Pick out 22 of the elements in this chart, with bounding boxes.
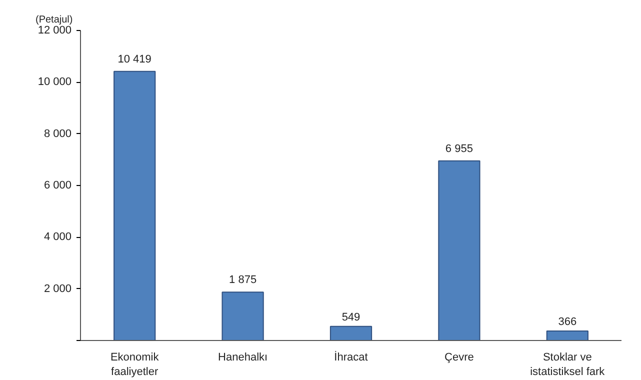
data-label: 6 955 xyxy=(445,142,473,155)
y-tick-label: 10 000 xyxy=(38,76,72,88)
x-tick-label: İhracat xyxy=(334,350,368,364)
y-tick-label: 6 000 xyxy=(44,180,72,192)
y-tick-label: 8 000 xyxy=(44,128,72,140)
x-tick-label: Ekonomik faaliyetler xyxy=(110,352,160,378)
bar xyxy=(438,160,480,340)
y-tick-label: 2 000 xyxy=(44,282,72,295)
y-axis-title: (Petajul) xyxy=(36,14,73,26)
bar xyxy=(114,70,156,340)
x-tick-label: Hanehalkı xyxy=(218,352,268,364)
bar xyxy=(546,330,588,340)
y-tick-label: 12 000 xyxy=(38,24,72,36)
y-tick-label: 4 000 xyxy=(44,231,72,244)
x-tick-label: Stoklar ve istatistiksel fark xyxy=(530,352,606,378)
data-label: 10 419 xyxy=(118,53,152,66)
data-label: 366 xyxy=(558,316,577,328)
data-label: 549 xyxy=(342,311,360,324)
bar xyxy=(330,326,372,340)
data-label: 1 875 xyxy=(229,274,257,286)
x-tick-label: Çevre xyxy=(444,352,474,364)
bar xyxy=(222,292,264,340)
